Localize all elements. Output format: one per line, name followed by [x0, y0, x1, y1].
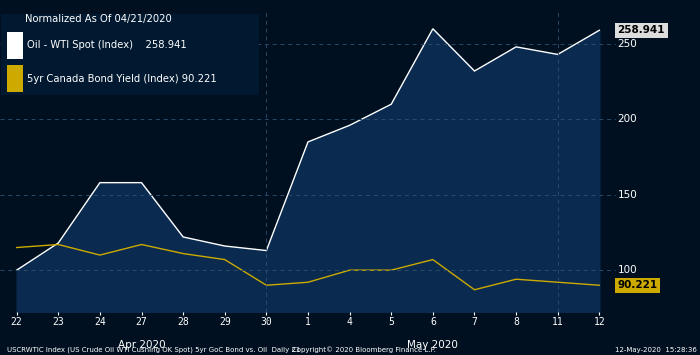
- Text: 200: 200: [617, 114, 637, 124]
- Text: Normalized As Of 04/21/2020: Normalized As Of 04/21/2020: [25, 13, 172, 24]
- Bar: [8, 32, 23, 59]
- Text: Apr 2020: Apr 2020: [118, 339, 165, 350]
- Text: 5yr Canada Bond Yield (Index) 90.221: 5yr Canada Bond Yield (Index) 90.221: [27, 73, 217, 83]
- Text: Oil - WTI Spot (Index)    258.941: Oil - WTI Spot (Index) 258.941: [27, 40, 187, 50]
- FancyBboxPatch shape: [1, 13, 259, 95]
- Bar: [8, 65, 23, 92]
- Text: 12-May-2020  15:28:36: 12-May-2020 15:28:36: [615, 347, 696, 353]
- Text: 100: 100: [617, 265, 637, 275]
- Text: 258.941: 258.941: [617, 25, 665, 35]
- Text: USCRWTIC Index (US Crude Oil WTI Cushing OK Spot) 5yr GoC Bond vs. Oil  Daily 21: USCRWTIC Index (US Crude Oil WTI Cushing…: [7, 347, 300, 353]
- Text: 250: 250: [617, 39, 637, 49]
- Text: May 2020: May 2020: [407, 339, 458, 350]
- Text: 150: 150: [617, 190, 637, 200]
- Text: Copyright© 2020 Bloomberg Finance L.P.: Copyright© 2020 Bloomberg Finance L.P.: [292, 346, 436, 353]
- Text: 90.221: 90.221: [617, 280, 657, 290]
